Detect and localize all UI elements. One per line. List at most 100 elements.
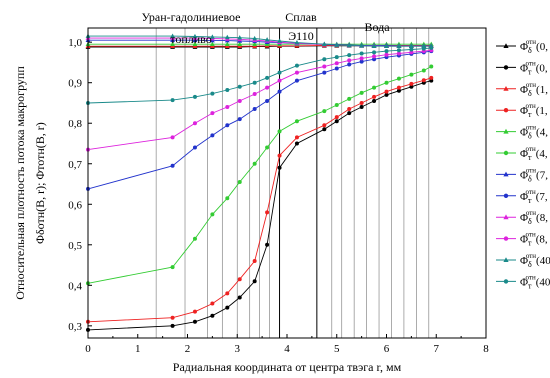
y-tick-label: 0,8	[68, 118, 82, 130]
data-point	[322, 70, 327, 75]
series-12	[86, 45, 434, 105]
data-point	[346, 42, 352, 48]
data-point	[421, 68, 426, 73]
data-point	[170, 98, 175, 103]
region-label-1: Уран-гадолиниевое	[141, 10, 240, 24]
data-point	[252, 92, 257, 97]
data-point	[170, 323, 175, 328]
data-point	[294, 119, 299, 124]
legend-label: Φтотн(4, r)	[520, 145, 550, 162]
data-point	[224, 34, 230, 40]
data-point	[372, 94, 377, 99]
data-point	[277, 153, 282, 158]
y-tick-label: 0,5	[68, 240, 82, 252]
legend-marker	[503, 43, 509, 48]
legend-item: Φδотн(1, r)	[496, 81, 550, 98]
region-label-2-line2: Э110	[288, 29, 313, 43]
data-point	[429, 78, 434, 83]
data-point	[192, 145, 197, 150]
data-point	[421, 46, 426, 51]
legend-item: Φδотн(7, r)	[496, 166, 550, 183]
data-point	[347, 107, 352, 112]
data-point	[225, 196, 230, 201]
data-point	[225, 123, 230, 128]
series-line	[87, 50, 432, 190]
data-point	[192, 309, 197, 314]
x-tick-label: 2	[185, 343, 191, 355]
legend-marker	[503, 150, 509, 156]
data-point	[192, 33, 198, 39]
data-point	[210, 91, 215, 96]
y-axis-title: Относительная плотность потока макрогруп…	[13, 66, 27, 300]
data-point	[277, 38, 282, 43]
data-point	[322, 109, 327, 114]
data-point	[359, 59, 364, 64]
data-point	[265, 210, 270, 215]
data-point	[237, 295, 242, 300]
data-point	[277, 78, 282, 83]
data-point	[421, 78, 426, 83]
x-tick-label: 4	[284, 343, 290, 355]
data-point	[210, 301, 215, 306]
data-point	[252, 41, 258, 47]
data-point	[347, 58, 352, 63]
series-11	[85, 33, 434, 49]
series-line	[87, 80, 432, 331]
y-tick-label: 0,9	[68, 78, 82, 90]
data-point	[265, 75, 270, 80]
x-tick-label: 6	[384, 343, 390, 355]
x-tick-label: 3	[235, 343, 241, 355]
y-tick-label: 0,7	[68, 159, 82, 171]
y-tick-label: 1,0	[68, 37, 82, 49]
data-point	[192, 121, 197, 126]
legend-marker	[503, 65, 509, 70]
data-point	[396, 88, 401, 93]
data-point	[334, 102, 339, 107]
data-point	[334, 119, 339, 124]
data-point	[192, 94, 197, 99]
data-point	[359, 105, 364, 110]
data-point	[359, 43, 365, 48]
data-point	[408, 43, 414, 49]
data-point	[252, 107, 257, 112]
legend-label: Φтотн(40, r)	[520, 273, 550, 290]
data-point	[359, 100, 364, 105]
x-tick-label: 0	[85, 343, 91, 355]
x-axis-title: Радиальная координата от центра твэга r,…	[173, 360, 402, 374]
data-point	[429, 45, 434, 50]
y-tick-label: 0,6	[68, 199, 82, 211]
series-line	[87, 49, 432, 151]
data-point	[429, 75, 434, 80]
legend-item: Φтотн(1, r)	[496, 102, 550, 119]
data-point	[252, 80, 257, 85]
data-point	[334, 42, 340, 47]
data-point	[237, 84, 242, 89]
legend-label: Φδотн(4, r)	[520, 124, 550, 141]
legend-marker	[503, 171, 509, 177]
data-point	[237, 98, 242, 103]
legend-label: Φδотн(0, r)	[520, 38, 550, 55]
data-point	[237, 41, 243, 47]
data-point	[252, 279, 257, 284]
data-point	[321, 41, 327, 47]
data-point	[225, 291, 230, 296]
region-label-1-line2: топливо	[170, 32, 212, 46]
data-point	[294, 135, 299, 140]
legend-marker	[503, 193, 509, 198]
legend-item: Φδотн(0, r)	[496, 38, 550, 55]
region-label-2: Сплав	[285, 10, 317, 24]
series-line	[87, 77, 432, 323]
data-point	[359, 90, 364, 95]
series-line	[87, 47, 432, 104]
region-labels: Уран-гадолиниевое топливо Сплав Э110 Вода	[141, 10, 390, 46]
data-point	[170, 265, 175, 270]
plot-frame	[87, 27, 487, 339]
data-point	[396, 85, 401, 90]
data-point	[396, 43, 402, 49]
legend-item: Φδотн(40, r)	[496, 252, 550, 269]
data-point	[237, 117, 242, 122]
legend-label: Φδотн(7, r)	[520, 166, 550, 183]
series-2	[86, 78, 434, 332]
x-tick-label: 1	[135, 343, 141, 355]
